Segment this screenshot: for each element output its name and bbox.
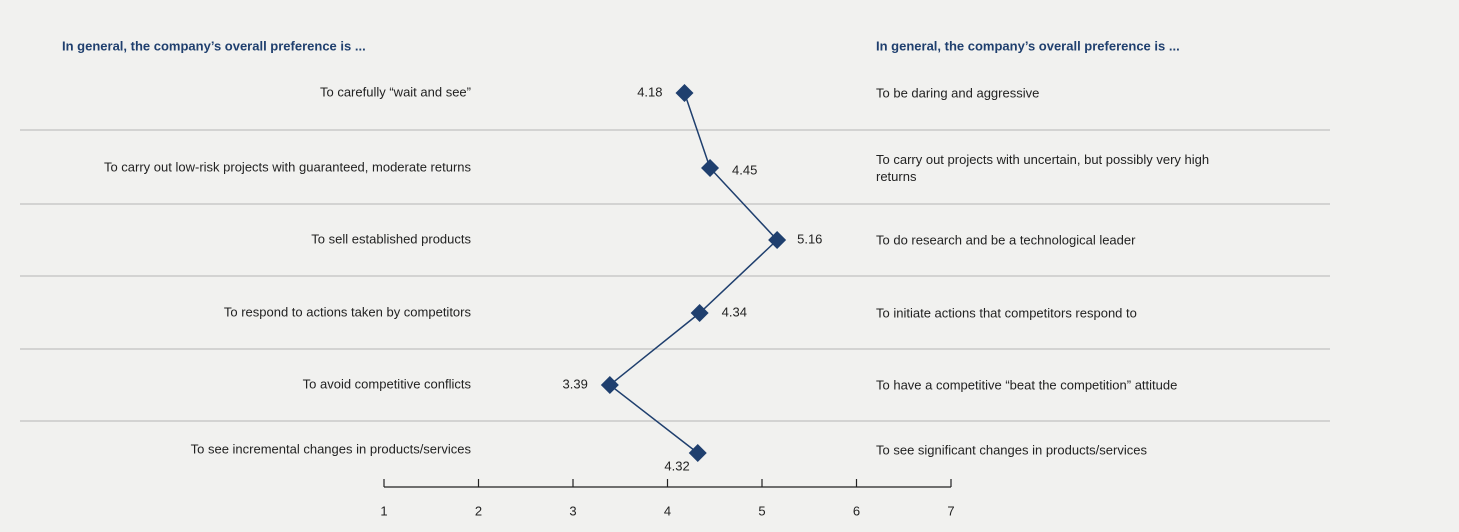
left-label: To carry out low-risk projects with guar…	[104, 159, 472, 174]
value-label: 4.32	[664, 458, 689, 473]
x-tick-label: 4	[664, 503, 671, 518]
marker	[690, 304, 709, 322]
data-line	[608, 92, 779, 454]
value-label: 4.45	[732, 162, 757, 177]
right-label: To carry out projects with uncertain, bu…	[876, 152, 1210, 184]
value-label: 4.18	[637, 84, 662, 99]
right-label: To do research and be a technological le…	[876, 232, 1136, 248]
left-header: In general, the company’s overall prefer…	[62, 38, 366, 53]
marker	[688, 444, 707, 462]
left-label: To see incremental changes in products/s…	[191, 441, 472, 456]
x-tick-label: 1	[380, 503, 387, 518]
left-label: To respond to actions taken by competito…	[224, 304, 472, 319]
marker	[768, 231, 787, 249]
marker	[600, 376, 619, 394]
value-label: 4.34	[722, 304, 747, 319]
x-tick-label: 7	[947, 503, 954, 518]
right-header: In general, the company’s overall prefer…	[876, 38, 1180, 53]
value-label: 3.39	[563, 376, 588, 391]
marker	[675, 84, 694, 102]
x-tick-label: 5	[758, 503, 765, 518]
right-label: To have a competitive “beat the competit…	[876, 377, 1178, 393]
left-label: To sell established products	[311, 231, 471, 246]
marker	[701, 159, 720, 177]
left-label: To carefully “wait and see”	[320, 84, 471, 99]
x-tick-label: 6	[853, 503, 860, 518]
left-label: To avoid competitive conflicts	[303, 376, 472, 391]
right-label: To initiate actions that competitors res…	[876, 305, 1137, 321]
value-label: 5.16	[797, 231, 822, 246]
x-tick-label: 2	[475, 503, 482, 518]
right-label: To be daring and aggressive	[876, 85, 1040, 101]
x-tick-label: 3	[569, 503, 576, 518]
right-label: To see significant changes in products/s…	[876, 442, 1147, 458]
